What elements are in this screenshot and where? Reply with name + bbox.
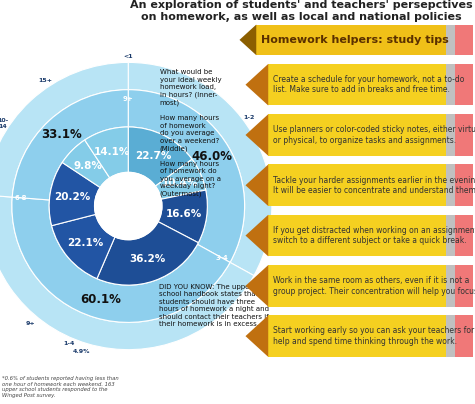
Bar	[268, 164, 446, 206]
Polygon shape	[246, 265, 268, 307]
Text: *0.6% of students reported having less than
one hour of homework each weekend. 1: *0.6% of students reported having less t…	[2, 376, 119, 398]
Text: 36.2%: 36.2%	[129, 254, 165, 264]
Wedge shape	[12, 197, 230, 322]
Bar	[446, 64, 455, 105]
Polygon shape	[246, 114, 268, 156]
Text: Tackle your harder assignments earlier in the evening.
It will be easier to conc: Tackle your harder assignments earlier i…	[273, 176, 475, 195]
Bar	[268, 316, 446, 357]
Text: DID YOU KNOW: The upper
school handbook states that
students should have three
h: DID YOU KNOW: The upper school handbook …	[159, 284, 269, 327]
Text: 33.1%: 33.1%	[41, 128, 82, 141]
Bar	[455, 64, 473, 105]
Bar	[455, 316, 473, 357]
Text: Create a schedule for your homework, not a to-do
list. Make sure to add in break: Create a schedule for your homework, not…	[273, 75, 465, 95]
Text: 15+: 15+	[39, 78, 53, 83]
Text: What would be
your ideal weekly
homework load,
in hours? (Inner-
most)

How many: What would be your ideal weekly homework…	[160, 69, 221, 197]
Text: 14.1%: 14.1%	[94, 147, 130, 157]
Text: 6-8: 6-8	[15, 195, 28, 201]
Polygon shape	[246, 215, 268, 256]
Polygon shape	[239, 25, 256, 55]
Bar	[455, 25, 473, 55]
Bar	[455, 164, 473, 206]
Circle shape	[95, 173, 162, 240]
Bar	[268, 215, 446, 256]
Text: 10-
14: 10- 14	[0, 118, 9, 129]
Text: 20.2%: 20.2%	[55, 192, 91, 202]
Text: 10.4%: 10.4%	[162, 178, 198, 188]
Text: If you get distracted when working on an assignment,
switch to a different subje: If you get distracted when working on an…	[273, 226, 475, 245]
Bar	[455, 215, 473, 256]
Bar	[446, 316, 455, 357]
Text: 22.1%: 22.1%	[67, 238, 104, 248]
Text: 9.8%: 9.8%	[74, 161, 103, 171]
Bar	[268, 64, 446, 105]
Bar	[446, 114, 455, 156]
Bar	[455, 114, 473, 156]
Bar	[256, 25, 446, 55]
Wedge shape	[128, 127, 192, 186]
Wedge shape	[158, 190, 207, 243]
Polygon shape	[246, 64, 268, 105]
Wedge shape	[85, 127, 128, 178]
Text: An exploration of students' and teachers' persepctives
on homework, as well as l: An exploration of students' and teachers…	[130, 0, 473, 21]
Text: 4.9%: 4.9%	[72, 349, 90, 354]
Text: Homework helpers: study tips: Homework helpers: study tips	[261, 35, 449, 45]
Text: 3-5: 3-5	[269, 173, 281, 178]
Bar	[268, 114, 446, 156]
Wedge shape	[49, 162, 100, 226]
Wedge shape	[0, 62, 128, 197]
Wedge shape	[97, 222, 198, 285]
Text: 9+: 9+	[25, 320, 35, 326]
Text: 1-2: 1-2	[244, 115, 255, 120]
Text: <1: <1	[124, 54, 133, 59]
Text: 9+: 9+	[123, 96, 133, 102]
Wedge shape	[52, 215, 115, 279]
Text: Start working early so you can ask your teachers for
help and spend time thinkin: Start working early so you can ask your …	[273, 326, 475, 346]
Wedge shape	[12, 90, 128, 200]
Bar	[446, 215, 455, 256]
Bar	[446, 25, 455, 55]
Text: 60.1%: 60.1%	[80, 293, 121, 306]
Text: Work in the same room as others, even if it is not a
group project. Their concen: Work in the same room as others, even if…	[273, 276, 475, 296]
Text: 0: 0	[259, 273, 263, 278]
Text: 22.7%: 22.7%	[135, 151, 172, 161]
Wedge shape	[128, 90, 245, 262]
Wedge shape	[0, 195, 254, 349]
Polygon shape	[246, 316, 268, 357]
Text: 46.0%: 46.0%	[192, 150, 233, 163]
Wedge shape	[62, 140, 110, 187]
Bar	[446, 265, 455, 307]
Bar	[268, 265, 446, 307]
Wedge shape	[128, 62, 272, 276]
Text: 3-4: 3-4	[216, 255, 228, 261]
Wedge shape	[155, 159, 206, 199]
Text: Use planners or color-coded sticky notes, either virtual
or physical, to organiz: Use planners or color-coded sticky notes…	[273, 125, 475, 145]
Polygon shape	[246, 164, 268, 206]
Bar	[455, 265, 473, 307]
Text: 1-4: 1-4	[63, 341, 75, 346]
Text: 16.6%: 16.6%	[166, 209, 202, 219]
Bar	[446, 164, 455, 206]
